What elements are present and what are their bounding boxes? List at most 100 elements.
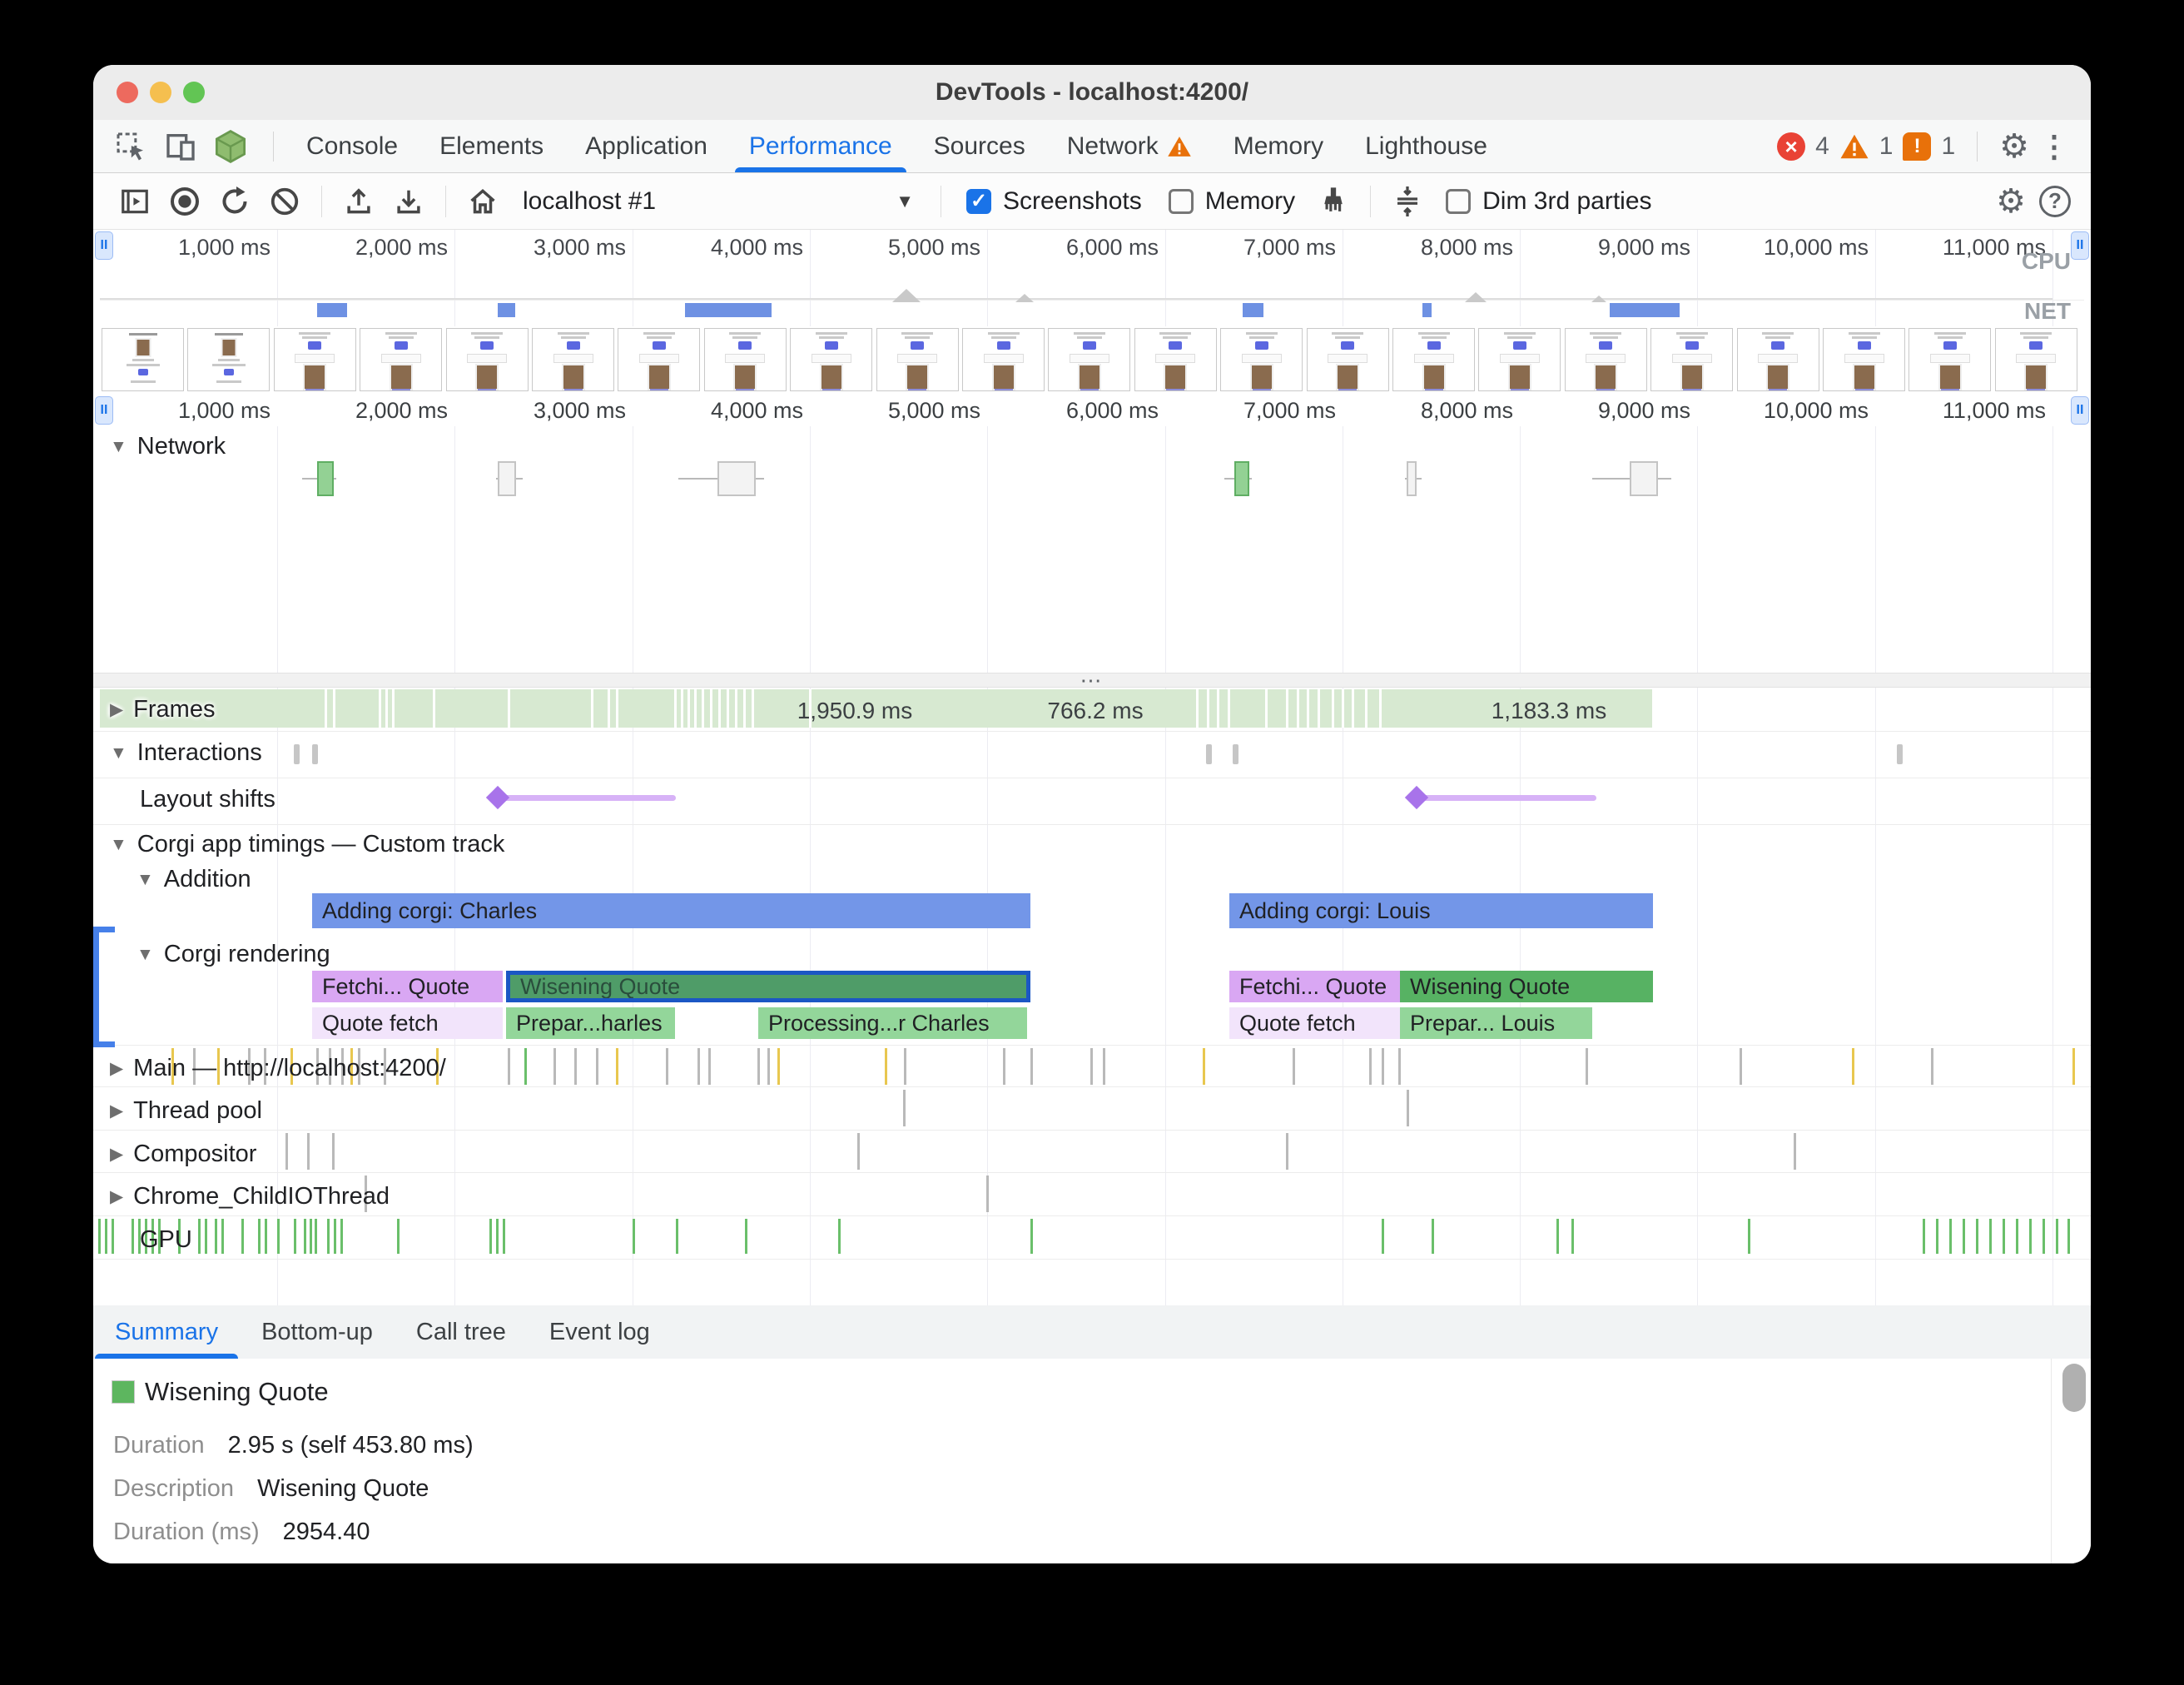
profile-select[interactable]: localhost #1 ▼ <box>511 187 926 216</box>
record-button[interactable] <box>163 180 206 223</box>
scrollbar-thumb[interactable] <box>2062 1364 2086 1412</box>
zoom-window-button[interactable] <box>183 82 205 103</box>
timing-bar[interactable]: Wisening Quote <box>506 971 1030 1002</box>
frames-band[interactable] <box>100 689 1652 728</box>
timing-bar[interactable]: Prepar...harles <box>506 1007 675 1039</box>
extension-hexagon-icon[interactable] <box>211 127 250 166</box>
chevron-down-icon[interactable]: ▼ <box>136 870 154 889</box>
filmstrip-frame[interactable] <box>1650 328 1734 391</box>
chevron-right-icon[interactable]: ▶ <box>110 700 124 719</box>
clear-recording-icon[interactable] <box>263 180 306 223</box>
close-window-button[interactable] <box>117 82 138 103</box>
timeline-right-handle[interactable]: II <box>2071 396 2089 425</box>
filmstrip-frame[interactable] <box>703 328 787 391</box>
filmstrip-frame[interactable] <box>1048 328 1131 391</box>
filmstrip-frame[interactable] <box>273 328 356 391</box>
network-request[interactable] <box>1407 461 1417 496</box>
filmstrip-frame[interactable] <box>1994 328 2077 391</box>
track-corgi-addition[interactable]: ▼ Addition <box>136 866 251 893</box>
tab-sources[interactable]: Sources <box>913 120 1046 172</box>
overview-left-handle[interactable]: II <box>95 231 113 260</box>
console-errors-icon[interactable]: × <box>1777 132 1806 161</box>
capture-settings-gear-icon[interactable]: ⚙ <box>1996 182 2026 220</box>
layout-shift-line[interactable] <box>1417 795 1596 801</box>
filmstrip-frame[interactable] <box>962 328 1045 391</box>
dim-3rd-parties-checkbox[interactable] <box>1446 188 1472 214</box>
chevron-down-icon[interactable]: ▼ <box>136 945 154 964</box>
network-request[interactable] <box>498 461 516 496</box>
download-profile-icon[interactable] <box>387 180 430 223</box>
tab-performance[interactable]: Performance <box>728 120 913 172</box>
home-icon[interactable] <box>461 180 504 223</box>
device-toolbar-icon[interactable] <box>161 127 200 166</box>
filmstrip-frame[interactable] <box>1478 328 1561 391</box>
filmstrip-frame[interactable] <box>187 328 271 391</box>
tab-console[interactable]: Console <box>285 120 419 172</box>
filmstrip-frame[interactable] <box>360 328 443 391</box>
tracks-resize-divider[interactable]: ⋯ <box>93 669 2091 691</box>
timing-bar[interactable]: Wisening Quote <box>1400 971 1653 1002</box>
track-network[interactable]: ▼ Network <box>110 433 226 460</box>
chevron-down-icon[interactable]: ▼ <box>110 437 127 456</box>
track-frames[interactable]: ▶ Frames <box>110 696 215 723</box>
filmstrip-frame[interactable] <box>532 328 614 391</box>
more-options-icon[interactable]: ⋮ <box>2039 128 2069 163</box>
upload-profile-icon[interactable] <box>337 180 380 223</box>
filmstrip-frame[interactable] <box>790 328 873 391</box>
timing-bar-addition[interactable]: Adding corgi: Charles <box>312 893 1030 928</box>
interaction-mark[interactable] <box>1897 744 1903 764</box>
console-warnings-icon[interactable] <box>1839 132 1869 161</box>
timing-bar[interactable]: Prepar... Louis <box>1400 1007 1592 1039</box>
tab-lighthouse[interactable]: Lighthouse <box>1344 120 1508 172</box>
track-corgi-header[interactable]: ▼ Corgi app timings — Custom track <box>110 831 504 858</box>
help-icon[interactable]: ? <box>2039 185 2071 217</box>
record-and-reload-button[interactable] <box>213 180 256 223</box>
chevron-right-icon[interactable]: ▶ <box>110 1059 124 1078</box>
timeline-left-handle[interactable]: II <box>95 396 113 425</box>
collapse-sections-icon[interactable] <box>1386 180 1429 223</box>
bottom-tab-call-tree[interactable]: Call tree <box>415 1318 506 1345</box>
layout-shift-line[interactable] <box>498 795 676 801</box>
filmstrip-frame[interactable] <box>1392 328 1475 391</box>
filmstrip-frame[interactable] <box>445 328 529 391</box>
bottom-tab-event-log[interactable]: Event log <box>548 1318 650 1345</box>
tab-network[interactable]: Network <box>1046 120 1213 172</box>
overview-right-handle[interactable]: II <box>2071 231 2089 260</box>
chevron-right-icon[interactable]: ▶ <box>110 1187 124 1206</box>
screenshots-checkbox[interactable]: ✓ <box>966 188 991 214</box>
network-request[interactable] <box>717 461 756 496</box>
timing-bar[interactable]: Quote fetch <box>312 1007 503 1039</box>
timing-bar[interactable]: Fetchi... Quote <box>312 971 503 1002</box>
filmstrip-frame[interactable] <box>1306 328 1389 391</box>
memory-checkbox[interactable] <box>1168 188 1194 214</box>
interaction-mark[interactable] <box>312 744 318 764</box>
interaction-mark[interactable] <box>1206 744 1212 764</box>
filmstrip-frame[interactable] <box>876 328 959 391</box>
timing-bar[interactable]: Quote fetch <box>1229 1007 1400 1039</box>
inspect-element-icon[interactable] <box>112 127 150 166</box>
filmstrip-frame[interactable] <box>1220 328 1303 391</box>
chevron-down-icon[interactable]: ▼ <box>110 743 127 763</box>
toggle-sidebar-icon[interactable] <box>113 180 156 223</box>
settings-gear-icon[interactable]: ⚙ <box>1999 127 2029 165</box>
timing-bar-addition[interactable]: Adding corgi: Louis <box>1229 893 1653 928</box>
track-layout-shifts[interactable]: Layout shifts <box>140 786 275 813</box>
timing-bar[interactable]: Processing...r Charles <box>758 1007 1027 1039</box>
chevron-right-icon[interactable]: ▶ <box>110 1101 124 1121</box>
timing-bar[interactable]: Fetchi... Quote <box>1229 971 1400 1002</box>
timeline-overview[interactable]: 1,000 ms 2,000 ms 3,000 ms 4,000 ms 5,000 ms… <box>93 230 2091 326</box>
network-request[interactable] <box>317 461 334 496</box>
chevron-right-icon[interactable]: ▶ <box>110 1145 124 1164</box>
filmstrip-frame[interactable] <box>1564 328 1647 391</box>
filmstrip-frame[interactable] <box>1736 328 1819 391</box>
interaction-mark[interactable] <box>294 744 300 764</box>
filmstrip-frame[interactable] <box>1134 328 1217 391</box>
filmstrip-frame[interactable] <box>618 328 701 391</box>
timeline-tracks[interactable]: 1,000 ms 2,000 ms 3,000 ms 4,000 ms 5,000 ms… <box>93 395 2091 1305</box>
chevron-down-icon[interactable]: ▼ <box>110 835 127 854</box>
track-interactions[interactable]: ▼ Interactions <box>110 739 262 767</box>
tab-memory[interactable]: Memory <box>1213 120 1344 172</box>
track-corgi-rendering[interactable]: ▼ Corgi rendering <box>136 941 330 968</box>
tab-application[interactable]: Application <box>564 120 728 172</box>
bottom-tab-bottom-up[interactable]: Bottom-up <box>261 1318 373 1345</box>
